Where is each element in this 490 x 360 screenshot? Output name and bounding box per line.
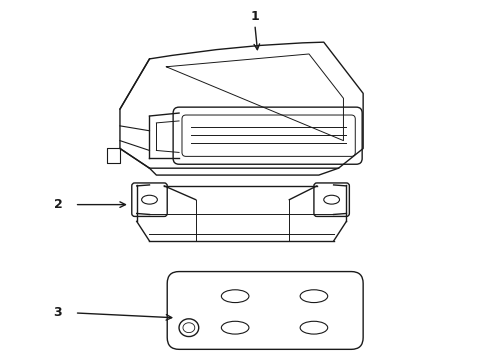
Text: 3: 3 bbox=[53, 306, 62, 319]
Text: 1: 1 bbox=[250, 10, 259, 23]
Text: 2: 2 bbox=[53, 198, 62, 211]
